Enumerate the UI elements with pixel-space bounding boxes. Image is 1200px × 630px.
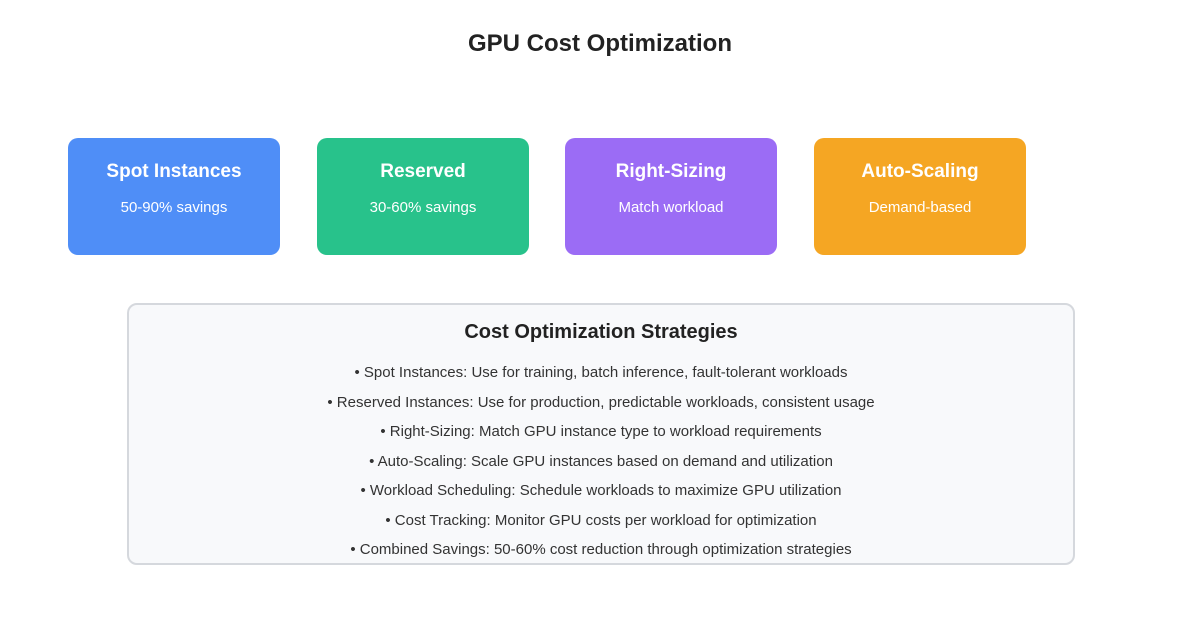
strategies-panel: Cost Optimization Strategies • Spot Inst… <box>127 303 1075 565</box>
list-item: • Reserved Instances: Use for production… <box>327 393 875 411</box>
diagram-title: GPU Cost Optimization <box>468 30 732 57</box>
list-item: • Spot Instances: Use for training, batc… <box>354 364 848 381</box>
card-label: Auto-Scaling <box>861 161 979 182</box>
list-item: • Cost Tracking: Monitor GPU costs per w… <box>385 511 817 529</box>
card-reserved: Reserved 30-60% savings <box>317 138 529 255</box>
card-spot-instances: Spot Instances 50-90% savings <box>68 138 280 255</box>
card-detail: Demand-based <box>868 199 972 216</box>
list-item: • Auto-Scaling: Scale GPU instances base… <box>369 452 833 470</box>
card-label: Reserved <box>380 161 466 182</box>
card-label: Right-Sizing <box>615 161 727 182</box>
list-item: • Combined Savings: 50-60% cost reductio… <box>350 541 852 558</box>
card-detail: Match workload <box>618 199 724 216</box>
card-detail: 30-60% savings <box>369 199 477 216</box>
strategies-list: • Spot Instances: Use for training, batc… <box>129 358 1073 565</box>
card-auto-scaling: Auto-Scaling Demand-based <box>814 138 1026 255</box>
card-label: Spot Instances <box>106 161 242 182</box>
list-item: • Right-Sizing: Match GPU instance type … <box>380 423 822 440</box>
list-item: • Workload Scheduling: Schedule workload… <box>360 482 842 499</box>
card-right-sizing: Right-Sizing Match workload <box>565 138 777 255</box>
card-detail: 50-90% savings <box>120 199 228 216</box>
strategies-heading: Cost Optimization Strategies <box>464 321 738 343</box>
